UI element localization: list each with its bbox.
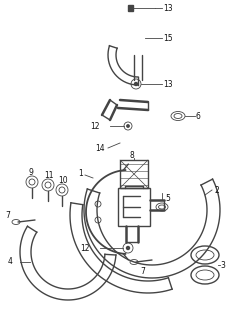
Text: 11: 11 [44, 171, 53, 180]
Text: 13: 13 [163, 4, 173, 12]
Text: 15: 15 [163, 34, 173, 43]
Text: 8: 8 [130, 150, 135, 159]
Text: 12: 12 [80, 244, 90, 252]
Circle shape [126, 246, 130, 250]
Text: 7: 7 [140, 268, 145, 276]
Text: 9: 9 [28, 167, 33, 177]
Text: 10: 10 [58, 175, 68, 185]
Bar [118, 188, 150, 226]
Text: 14: 14 [95, 143, 105, 153]
Text: 4: 4 [8, 258, 13, 267]
Bar [128, 5, 133, 11]
Circle shape [134, 83, 138, 85]
Text: 12: 12 [90, 122, 100, 131]
Text: 6: 6 [196, 111, 201, 121]
Text: 7: 7 [5, 211, 10, 220]
Text: 3: 3 [220, 260, 225, 269]
Circle shape [127, 125, 129, 127]
Text: 1: 1 [78, 169, 83, 178]
Bar [120, 160, 148, 188]
Text: 13: 13 [163, 79, 173, 89]
Text: 2: 2 [215, 186, 220, 195]
Text: 5: 5 [165, 194, 170, 203]
